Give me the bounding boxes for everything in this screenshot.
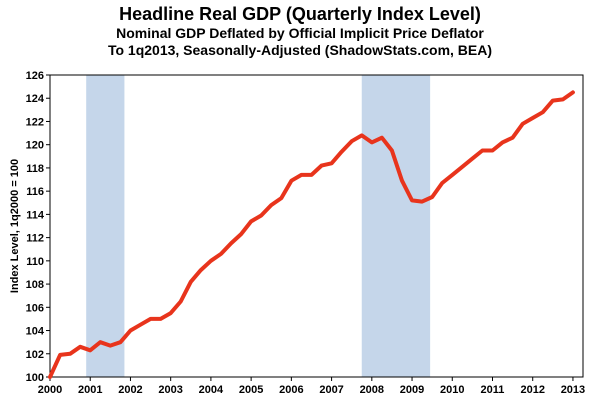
x-tick-label: 2001 (78, 384, 102, 396)
x-tick-label: 2009 (400, 384, 424, 396)
y-axis-label: Index Level, 1q2000 = 100 (9, 159, 21, 293)
chart-titles: Headline Real GDP (Quarterly Index Level… (0, 4, 600, 59)
x-tick-label: 2006 (279, 384, 303, 396)
y-tick-label: 108 (26, 279, 44, 291)
y-tick-label: 110 (26, 256, 44, 268)
chart-subtitle-2: To 1q2013, Seasonally-Adjusted (ShadowSt… (107, 42, 493, 58)
y-tick-label: 120 (26, 140, 44, 152)
x-tick-label: 2011 (481, 384, 505, 396)
series-line-real-gdp (48, 90, 575, 379)
y-tick-label: 124 (26, 93, 45, 105)
x-tick-label: 2010 (440, 384, 464, 396)
y-tick-label: 122 (26, 116, 44, 128)
recession-band-2 (361, 75, 431, 377)
y-tick-label: 118 (26, 163, 44, 175)
x-axis-ticks: 2000 2001 2002 2003 2004 2005 2006 2007 2008 2009… (38, 377, 585, 396)
y-axis-ticks: 100 102 104 106 108 110 112 114 116 118 120 122 124 1… (26, 70, 50, 384)
recession-bands (86, 75, 431, 377)
y-tick-label: 100 (26, 372, 44, 384)
x-tick-label: 2008 (360, 384, 384, 396)
x-tick-label: 2012 (520, 384, 544, 396)
chart-subtitle-1: Nominal GDP Deflated by Official Implici… (116, 25, 484, 41)
recession-band-1 (86, 75, 125, 377)
y-tick-label: 114 (26, 209, 45, 221)
y-tick-label: 104 (26, 326, 45, 338)
x-tick-label: 2005 (239, 384, 263, 396)
x-tick-label: 2004 (199, 384, 224, 396)
x-tick-label: 2000 (38, 384, 62, 396)
y-tick-label: 102 (26, 349, 44, 361)
x-tick-label: 2013 (561, 384, 585, 396)
y-tick-label: 116 (26, 186, 44, 198)
plot-area-frame (49, 74, 584, 378)
x-tick-label: 2007 (319, 384, 343, 396)
chart-title: Headline Real GDP (Quarterly Index Level… (119, 4, 481, 24)
y-tick-label: 106 (26, 302, 44, 314)
x-tick-label: 2003 (158, 384, 182, 396)
y-tick-label: 112 (26, 233, 44, 245)
x-tick-label: 2002 (118, 384, 142, 396)
y-tick-label: 126 (26, 70, 44, 82)
